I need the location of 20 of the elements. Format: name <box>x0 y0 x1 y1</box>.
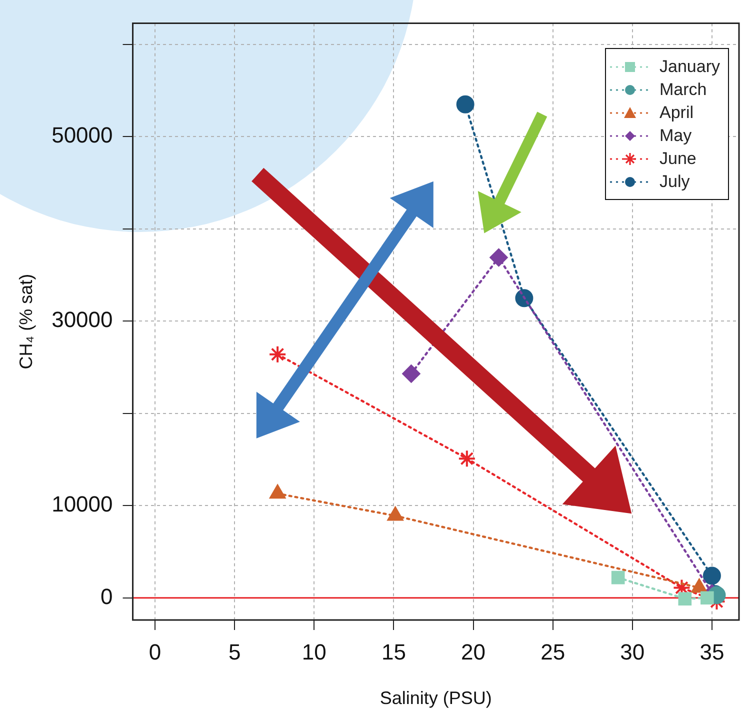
y-tick-label: 30000 <box>52 307 113 332</box>
y-tick-label: 50000 <box>52 122 113 148</box>
x-tick-label: 35 <box>700 639 724 664</box>
x-tick-label: 30 <box>620 639 645 664</box>
legend-label: June <box>660 148 696 168</box>
legend-label: March <box>660 80 707 100</box>
x-tick-label: 15 <box>381 639 406 664</box>
y-axis-title: CH₄ (% sat) <box>16 274 36 370</box>
y-tick-label: 10000 <box>52 492 113 517</box>
x-tick-label: 25 <box>540 639 566 664</box>
x-axis-title: Salinity (PSU) <box>380 688 492 708</box>
y-tick-label: 0 <box>100 584 113 609</box>
legend-label: May <box>660 126 692 146</box>
x-tick-label: 10 <box>302 639 326 664</box>
legend-label: July <box>660 172 690 192</box>
x-tick-label: 0 <box>148 639 162 664</box>
x-tick-label: 20 <box>461 639 486 664</box>
legend-label: January <box>660 56 720 76</box>
legend-label: April <box>660 102 694 122</box>
x-tick-label: 5 <box>228 639 241 664</box>
